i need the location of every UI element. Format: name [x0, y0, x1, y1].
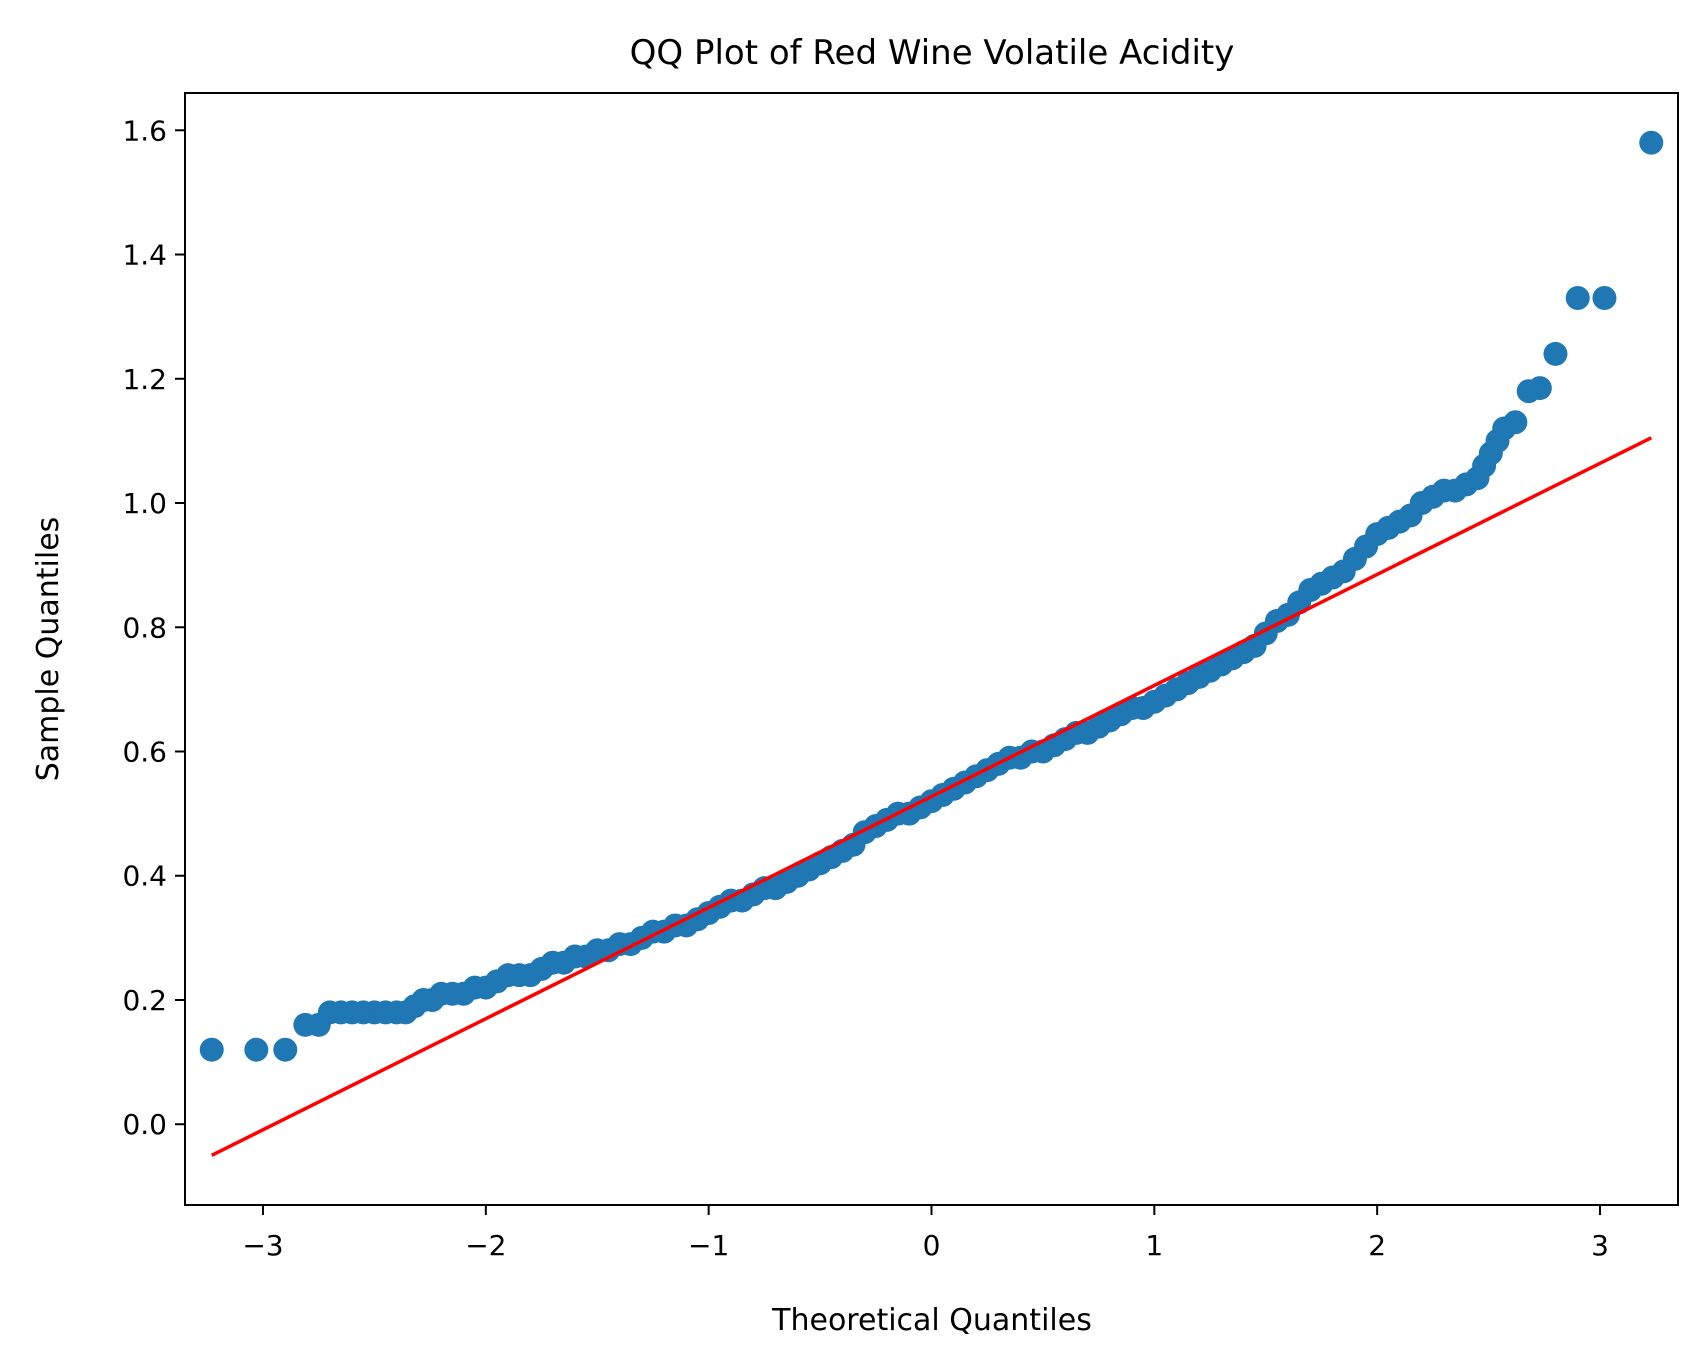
data-point [1543, 341, 1568, 366]
data-point [1527, 376, 1552, 401]
y-tick-label: 0.6 [122, 736, 167, 769]
y-tick-label: 1.6 [122, 114, 167, 147]
y-tick-label: 0.2 [122, 984, 167, 1017]
x-axis: −3 −2 −1 0 1 2 3 [242, 1205, 1609, 1262]
x-tick-label: −3 [242, 1229, 283, 1262]
x-tick-label: 1 [1145, 1229, 1163, 1262]
x-tick-label: −2 [465, 1229, 506, 1262]
x-axis-label: Theoretical Quantiles [771, 1303, 1092, 1338]
y-tick-label: 0.8 [122, 611, 167, 644]
data-point [1503, 410, 1528, 435]
data-point [244, 1037, 269, 1062]
data-point [273, 1037, 298, 1062]
y-tick-label: 0.0 [122, 1108, 167, 1141]
data-point [199, 1037, 224, 1062]
y-tick-label: 1.2 [122, 363, 167, 396]
data-point [1565, 286, 1590, 311]
x-tick-label: 0 [923, 1229, 941, 1262]
y-axis-label: Sample Quantiles [31, 517, 66, 782]
y-axis: 0.0 0.2 0.4 0.6 0.8 1.0 1.2 1.4 1.6 [122, 114, 185, 1141]
y-tick-label: 0.4 [122, 860, 167, 893]
y-tick-label: 1.0 [122, 487, 167, 520]
x-tick-label: −1 [688, 1229, 729, 1262]
chart-title: QQ Plot of Red Wine Volatile Acidity [630, 33, 1235, 73]
data-point [1639, 130, 1664, 155]
data-point [1592, 286, 1617, 311]
x-tick-label: 3 [1591, 1229, 1609, 1262]
plot-frame [184, 92, 1679, 1206]
x-tick-label: 2 [1368, 1229, 1386, 1262]
y-tick-label: 1.4 [122, 239, 167, 272]
reference-line [210, 436, 1653, 1157]
reference-line-layer [210, 436, 1653, 1157]
plot-area [199, 130, 1664, 1062]
